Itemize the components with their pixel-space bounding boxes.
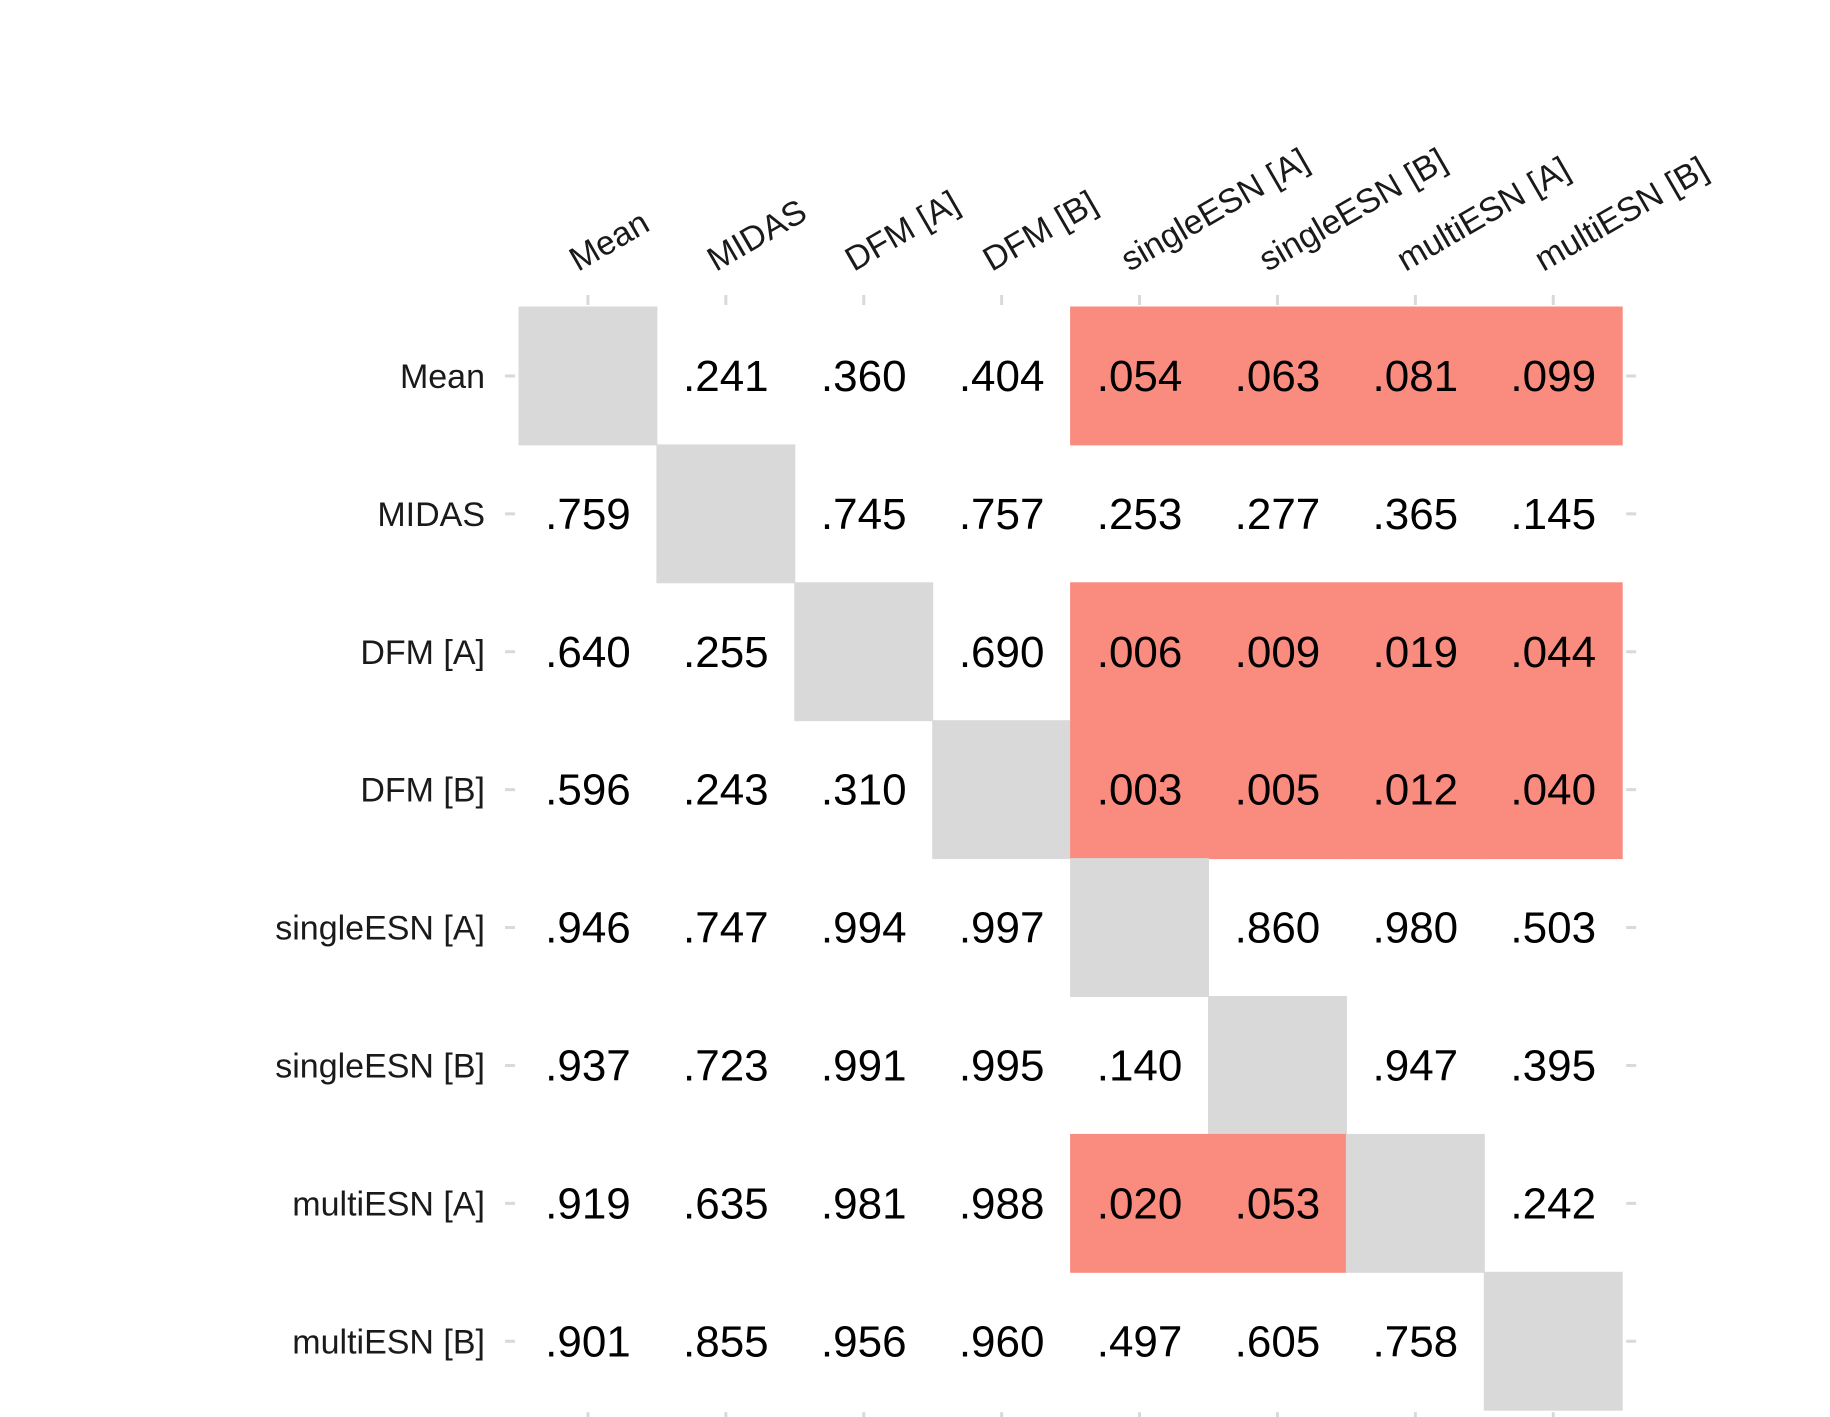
- cell-value: .919: [545, 1179, 631, 1228]
- cell-value: .988: [959, 1179, 1045, 1228]
- heatmap-cells: [518, 306, 1623, 1411]
- highlight-cell: [1208, 582, 1347, 722]
- cell-value: .003: [1097, 766, 1183, 815]
- cell-value: .253: [1097, 490, 1183, 539]
- row-labels: Mean MIDAS DFM [A] DFM [B] singleESN [A] sing…: [275, 358, 485, 1361]
- cell-value: .960: [959, 1317, 1045, 1366]
- row-label: multiESN [B]: [292, 1323, 485, 1361]
- column-label: DFM [A]: [839, 184, 966, 279]
- cell-value: .901: [545, 1317, 631, 1366]
- cell-value: .635: [683, 1179, 769, 1228]
- cell-value: .981: [821, 1179, 907, 1228]
- cell-value: .012: [1373, 766, 1459, 815]
- cell-value: .757: [959, 490, 1045, 539]
- column-labels: Mean MIDAS DFM [A] DFM [B] singleESN [A]sing…: [563, 141, 1714, 279]
- diagonal-cell: [1345, 1133, 1485, 1273]
- highlight-cell: [1070, 1133, 1209, 1273]
- cell-value: .995: [959, 1041, 1045, 1090]
- cell-value: .991: [821, 1041, 907, 1090]
- cell-value: .758: [1373, 1317, 1459, 1366]
- row-label: Mean: [400, 358, 485, 396]
- row-label: MIDAS: [377, 496, 485, 534]
- cell-value: .860: [1235, 904, 1321, 953]
- highlight-cell: [1208, 1133, 1347, 1273]
- axis-ticks: [505, 295, 1637, 1417]
- cell-value: .241: [683, 352, 769, 401]
- cell-value: .006: [1097, 628, 1183, 677]
- cell-value: .956: [821, 1317, 907, 1366]
- cell-value: .242: [1510, 1179, 1596, 1228]
- cell-value: .980: [1373, 904, 1459, 953]
- highlight-cell: [1483, 306, 1623, 446]
- highlight-cell: [1483, 720, 1623, 860]
- diagonal-cell: [1208, 996, 1347, 1135]
- cell-value: .255: [683, 628, 769, 677]
- cell-value: .310: [821, 766, 907, 815]
- highlight-cell: [1070, 582, 1209, 722]
- cell-value: .759: [545, 490, 631, 539]
- cell-value: .365: [1373, 490, 1459, 539]
- highlight-cell: [1345, 306, 1485, 446]
- highlight-cell: [1483, 582, 1623, 722]
- row-label: singleESN [A]: [275, 910, 485, 948]
- cell-value: .243: [683, 766, 769, 815]
- column-label: DFM [B]: [977, 184, 1104, 279]
- cell-value: .997: [959, 904, 1045, 953]
- row-label: DFM [B]: [360, 772, 485, 810]
- cell-value: .596: [545, 766, 631, 815]
- cell-value: .277: [1235, 490, 1321, 539]
- cell-value: .145: [1510, 490, 1596, 539]
- cell-value: .140: [1097, 1041, 1183, 1090]
- cell-value: .745: [821, 490, 907, 539]
- cell-value: .855: [683, 1317, 769, 1366]
- cell-value: .404: [959, 352, 1045, 401]
- cell-value: .605: [1235, 1317, 1321, 1366]
- cell-value: .054: [1097, 352, 1183, 401]
- cell-value: .723: [683, 1041, 769, 1090]
- cell-value: .040: [1510, 766, 1596, 815]
- diagonal-cell: [1070, 858, 1209, 997]
- diagonal-cell: [1483, 1271, 1623, 1411]
- cell-value: .503: [1510, 904, 1596, 953]
- cell-value: .044: [1510, 628, 1596, 677]
- diagonal-cell: [656, 444, 796, 584]
- cell-value: .099: [1510, 352, 1596, 401]
- cell-value: .747: [683, 904, 769, 953]
- cell-value: .005: [1235, 766, 1321, 815]
- row-label: multiESN [A]: [292, 1185, 485, 1223]
- row-label: DFM [A]: [360, 634, 485, 672]
- cell-values: .241 .360 .404 .054 .063 .081 .099 .759 .745 .757…: [545, 352, 1596, 1366]
- highlight-cell: [1345, 720, 1485, 860]
- cell-value: .947: [1373, 1041, 1459, 1090]
- highlight-cell: [1345, 582, 1485, 722]
- cell-value: .946: [545, 904, 631, 953]
- highlight-cell: [1208, 720, 1347, 860]
- column-label: MIDAS: [701, 192, 813, 279]
- column-label: Mean: [563, 203, 656, 278]
- diagonal-cell: [518, 306, 658, 446]
- cell-value: .020: [1097, 1179, 1183, 1228]
- cell-value: .081: [1373, 352, 1459, 401]
- diagonal-cell: [932, 720, 1072, 860]
- highlight-cell: [1208, 306, 1347, 446]
- diagonal-cell: [794, 582, 934, 722]
- cell-value: .690: [959, 628, 1045, 677]
- highlight-cell: [1070, 306, 1209, 446]
- cell-value: .640: [545, 628, 631, 677]
- cell-value: .360: [821, 352, 907, 401]
- cell-value: .063: [1235, 352, 1321, 401]
- cell-value: .994: [821, 904, 907, 953]
- cell-value: .053: [1235, 1179, 1321, 1228]
- cell-value: .009: [1235, 628, 1321, 677]
- row-label: singleESN [B]: [275, 1047, 485, 1085]
- cell-value: .937: [545, 1041, 631, 1090]
- cell-value: .395: [1510, 1041, 1596, 1090]
- cell-value: .019: [1373, 628, 1459, 677]
- highlight-cell: [1070, 720, 1209, 860]
- cell-value: .497: [1097, 1317, 1183, 1366]
